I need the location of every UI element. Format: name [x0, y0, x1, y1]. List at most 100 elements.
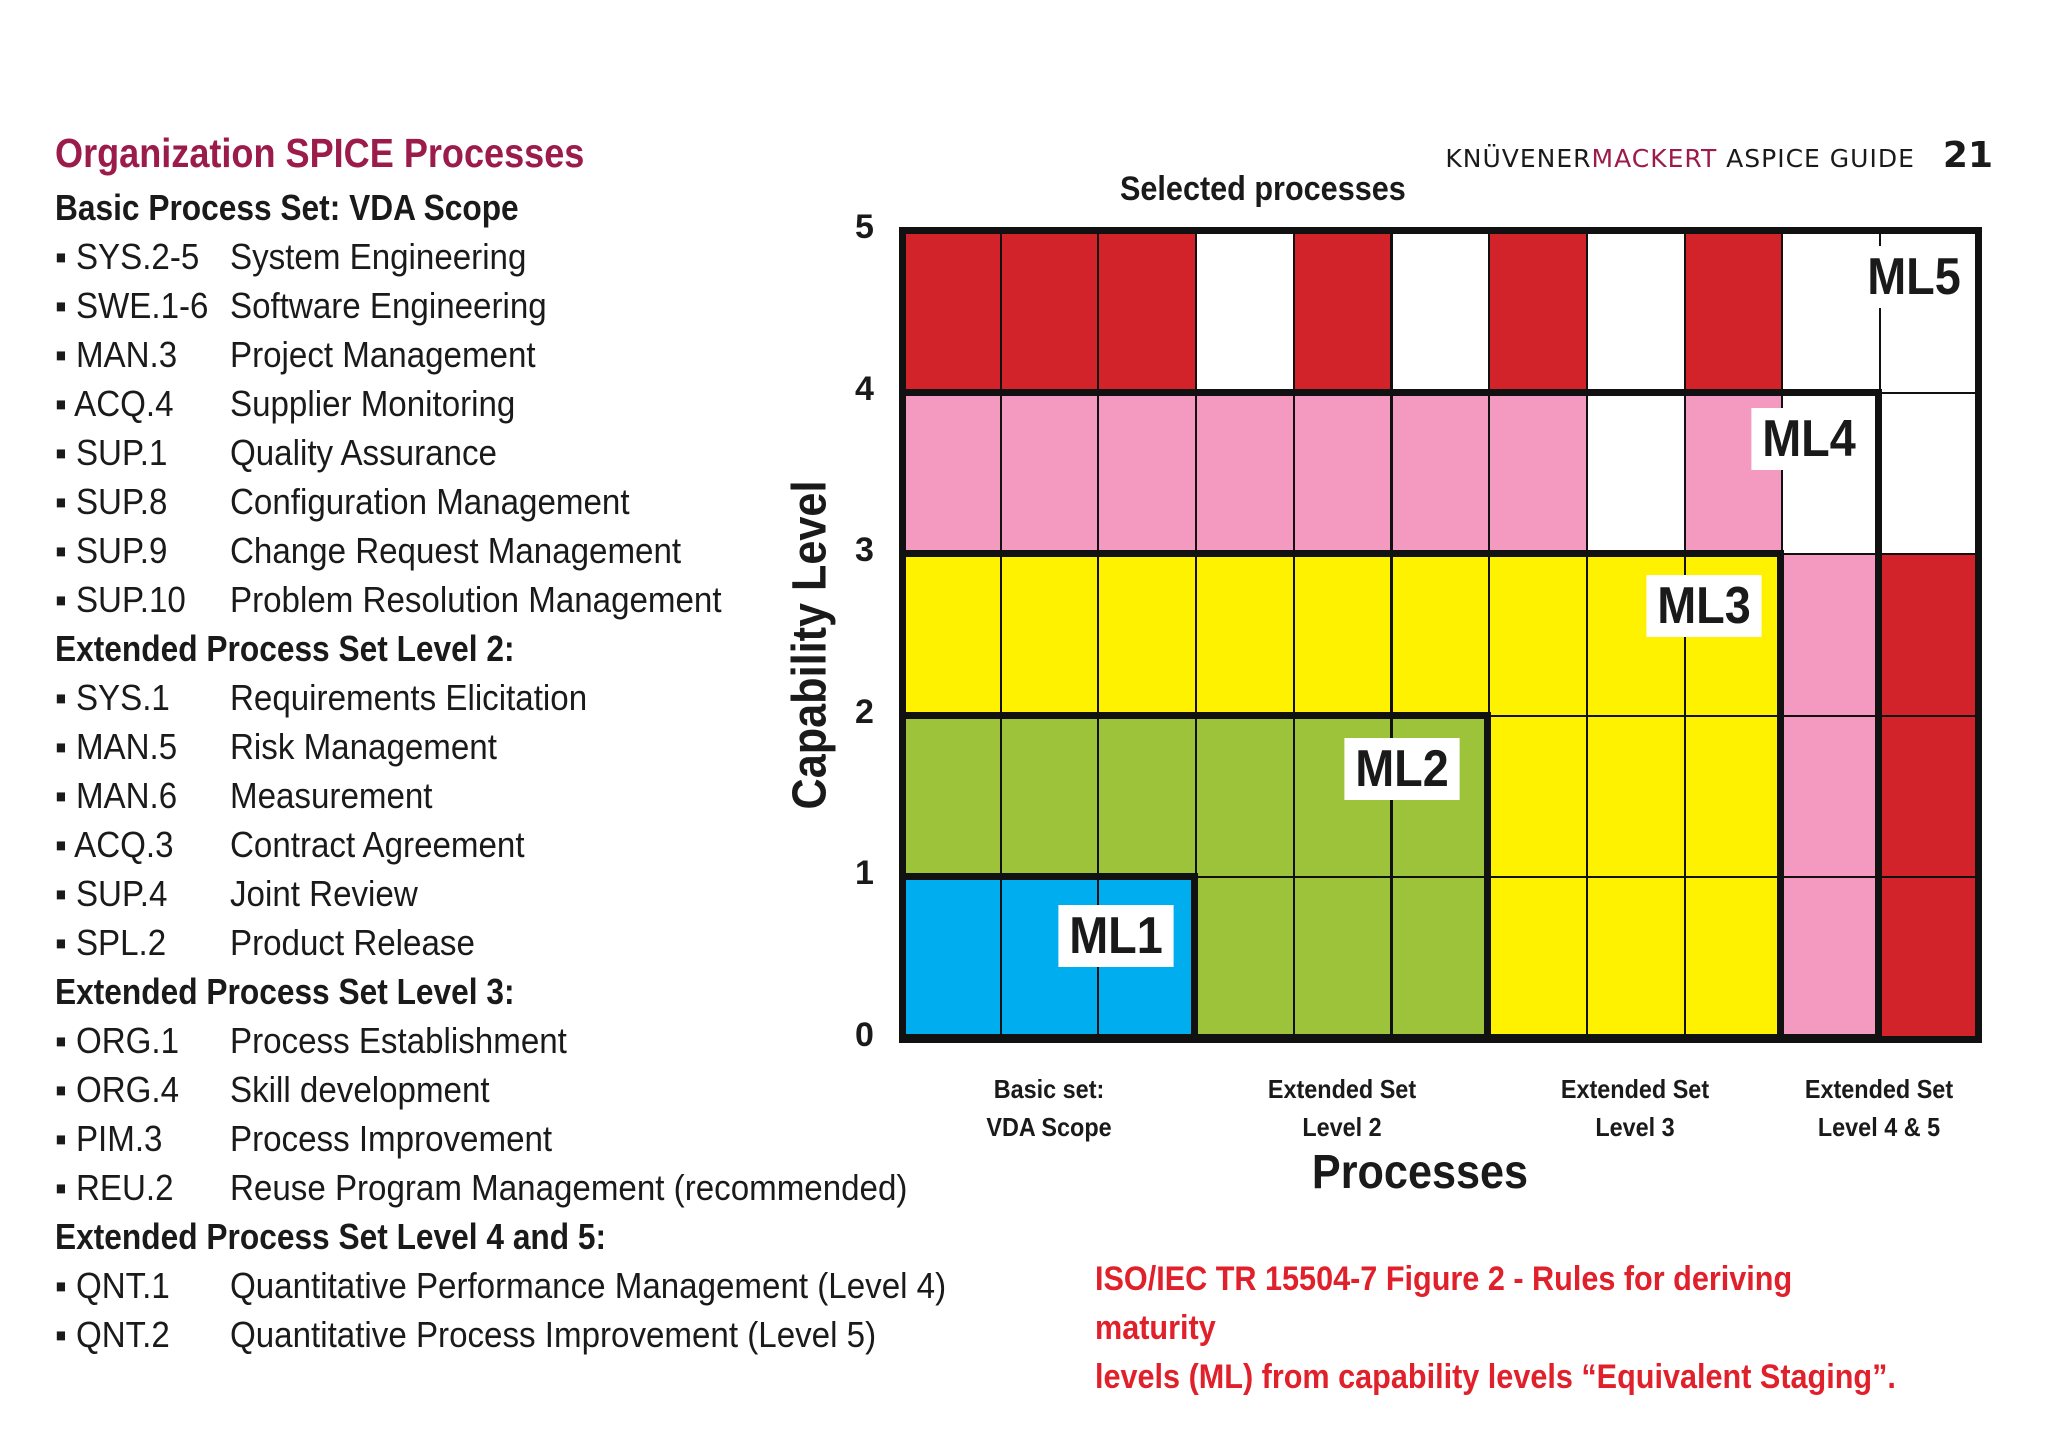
process-name: Quantitative Process Improvement (Level … [230, 1314, 877, 1355]
caption-line-2: levels (ML) from capability levels “Equi… [1095, 1358, 1896, 1396]
process-name: Contract Agreement [230, 824, 525, 865]
process-code: ▪ ORG.4 [55, 1069, 180, 1110]
process-name: Process Establishment [230, 1020, 567, 1061]
x-group-label: Basic set: VDA Scope [986, 1070, 1111, 1146]
process-item: ▪ ACQ.4 Supplier Monitoring [55, 379, 1008, 428]
process-item: ▪ SUP.10 Problem Resolution Management [55, 575, 1008, 624]
process-code: ▪ QNT.1 [55, 1265, 170, 1306]
x-group-label: Extended Set Level 2 [1268, 1070, 1416, 1146]
x-group-label-line: Extended Set [1267, 1074, 1416, 1104]
process-code: ▪ SPL.2 [55, 922, 167, 963]
process-item: ▪ SYS.1 Requirements Elicitation [55, 673, 1008, 722]
x-group-label-line: Level 4 & 5 [1817, 1112, 1941, 1142]
process-name: Joint Review [230, 873, 418, 914]
process-name: Software Engineering [230, 285, 547, 326]
process-code: ▪ SUP.9 [55, 530, 168, 571]
grid-cell [1195, 876, 1295, 1040]
grid-cell [902, 391, 1002, 556]
page-title: Organization SPICE Processes [55, 130, 585, 176]
grid-cell [1879, 714, 1979, 879]
process-item: ▪ MAN.6 Measurement [55, 771, 1008, 820]
grid-cell [1585, 391, 1686, 556]
process-name: Requirements Elicitation [230, 677, 588, 718]
process-item: ▪ REU.2 Reuse Program Management (recomme… [55, 1163, 1008, 1212]
process-name: System Engineering [230, 236, 527, 277]
x-group-label-line: Level 2 [1301, 1112, 1382, 1142]
process-item: ▪ SUP.1 Quality Assurance [55, 428, 1008, 477]
process-name: Risk Management [230, 726, 497, 767]
process-name: Change Request Management [230, 530, 682, 571]
x-group-label-line: Extended Set [1804, 1074, 1954, 1104]
process-item: ▪ QNT.1 Quantitative Performance Manageme… [55, 1261, 1008, 1310]
x-group-label-line: VDA Scope [985, 1112, 1112, 1142]
process-name: Reuse Program Management (recommended) [230, 1167, 908, 1208]
x-group-label-line: Extended Set [1560, 1074, 1709, 1104]
process-list: Organization SPICE Processes Basic Proce… [55, 130, 1008, 1359]
process-code: ▪ QNT.2 [55, 1314, 170, 1355]
process-item: ▪ ORG.4 Skill development [55, 1065, 1008, 1114]
grid-cell [1585, 876, 1686, 1040]
caption-line-1: ISO/IEC TR 15504-7 Figure 2 - Rules for … [1095, 1260, 1793, 1347]
process-item: ▪ SPL.2 Product Release [55, 918, 1008, 967]
process-item: ▪ PIM.3 Process Improvement [55, 1114, 1008, 1163]
y-tick-label: 4 [855, 369, 874, 408]
process-code: ▪ MAN.3 [55, 334, 178, 375]
process-code: ▪ SYS.1 [55, 677, 170, 718]
grid-cell [1488, 876, 1588, 1040]
process-code: ▪ SYS.2-5 [55, 236, 200, 277]
grid-cell [1195, 391, 1295, 556]
process-code: ▪ ORG.1 [55, 1020, 180, 1061]
x-group-label: Extended Set Level 3 [1561, 1070, 1709, 1146]
process-item: ▪ SYS.2-5 System Engineering [55, 232, 1008, 281]
process-name: Process Improvement [230, 1118, 553, 1159]
process-item: ▪ MAN.5 Risk Management [55, 722, 1008, 771]
y-axis-label: Capability Level [783, 480, 837, 810]
y-tick-label: 3 [855, 531, 874, 570]
grid-cell [1097, 230, 1198, 394]
process-name: Skill development [230, 1069, 490, 1110]
page-header: KNÜVENERMACKERT ASPICE GUIDE 21 [1445, 135, 1993, 176]
y-tick-label: 2 [855, 692, 874, 731]
x-axis-label: Processes [1311, 1146, 1529, 1199]
process-name: Problem Resolution Management [230, 579, 722, 620]
section-title: Basic Process Set: VDA Scope [55, 187, 519, 228]
process-item: ▪ MAN.3 Project Management [55, 330, 1008, 379]
process-name: Supplier Monitoring [230, 383, 516, 424]
grid-cell [1683, 876, 1784, 1040]
process-name: Measurement [230, 775, 433, 816]
process-code: ▪ SWE.1-6 [55, 285, 209, 326]
process-item: ▪ ACQ.3 Contract Agreement [55, 820, 1008, 869]
ml-label: ML3 [1646, 575, 1762, 637]
process-code: ▪ REU.2 [55, 1167, 174, 1208]
section-title: Extended Process Set Level 3: [55, 971, 515, 1012]
process-name: Project Management [230, 334, 536, 375]
process-name: Quality Assurance [230, 432, 497, 473]
process-code: ▪ ACQ.3 [55, 824, 174, 865]
y-tick-label: 1 [855, 854, 874, 893]
process-code: ▪ PIM.3 [55, 1118, 163, 1159]
ml4-boundary [899, 388, 1882, 1041]
process-code: ▪ SUP.10 [55, 579, 186, 620]
diagram-title: Selected processes [1120, 170, 1406, 208]
section-title: Extended Process Set Level 2: [55, 628, 515, 669]
page-number: 21 [1942, 135, 1993, 176]
y-tick-label: 0 [855, 1016, 874, 1054]
section-title: Extended Process Set Level 4 and 5: [55, 1216, 607, 1257]
process-name: Configuration Management [230, 481, 630, 522]
grid-cell [1683, 714, 1784, 879]
ml-label: ML1 [1058, 905, 1174, 967]
ml-label: ML5 [1856, 246, 1972, 308]
grid-cell [902, 714, 1002, 879]
process-code: ▪ MAN.6 [55, 775, 178, 816]
x-group-label-line: Level 3 [1595, 1112, 1675, 1142]
grid-cell [1097, 714, 1198, 879]
process-item: ▪ SUP.8 Configuration Management [55, 477, 1008, 526]
grid-cell [1292, 553, 1393, 717]
ml-label: ML4 [1751, 408, 1867, 470]
process-item: ▪ QNT.2 Quantitative Process Improvement … [55, 1310, 1008, 1359]
process-code: ▪ ACQ.4 [55, 383, 174, 424]
grid-cell [1488, 553, 1588, 717]
x-group-label-line: Basic set: [993, 1074, 1104, 1104]
process-item: ▪ SUP.9 Change Request Management [55, 526, 1008, 575]
figure-caption: ISO/IEC TR 15504-7 Figure 2 - Rules for … [1095, 1255, 1905, 1402]
